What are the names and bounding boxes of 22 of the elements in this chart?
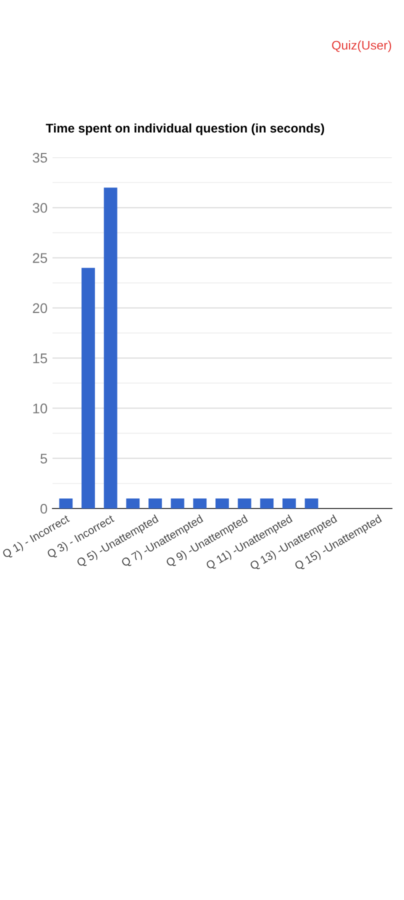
chart-title: Time spent on individual question (in seconds) [46, 123, 324, 136]
y-tick-label: 30 [32, 202, 48, 213]
bar [260, 498, 274, 508]
y-tick-label: 15 [33, 354, 48, 364]
bar [304, 498, 318, 508]
bar [170, 498, 184, 508]
bar [216, 498, 229, 508]
y-tick-label: 20 [32, 303, 48, 314]
y-tick-label: 5 [40, 454, 48, 464]
text: Quiz(User) [332, 40, 392, 52]
bar [104, 188, 118, 508]
bar [126, 498, 140, 508]
y-tick-label: 0 [40, 504, 48, 514]
bar [148, 498, 162, 508]
bar [193, 498, 207, 508]
bar [82, 268, 95, 508]
y-tick-label: 35 [32, 152, 48, 163]
bar [282, 498, 296, 508]
bar [238, 498, 252, 508]
y-tick-label: 10 [33, 404, 48, 414]
y-tick-label: 25 [32, 253, 48, 263]
bar [59, 498, 73, 508]
